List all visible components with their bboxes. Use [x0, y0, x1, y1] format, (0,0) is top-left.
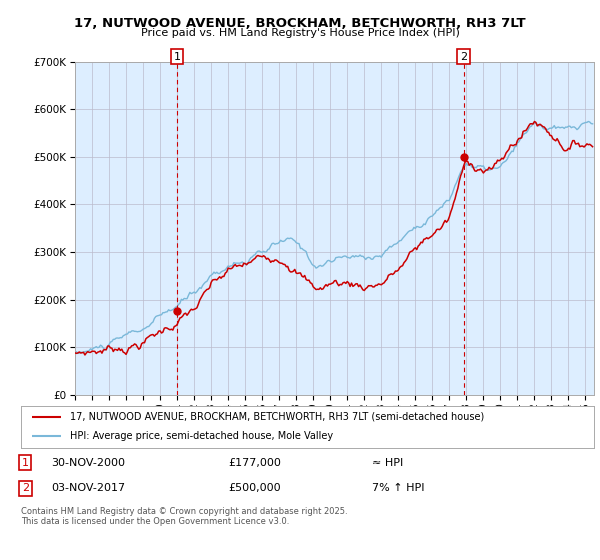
- Text: 1: 1: [173, 52, 181, 62]
- Text: HPI: Average price, semi-detached house, Mole Valley: HPI: Average price, semi-detached house,…: [70, 431, 333, 441]
- Text: 03-NOV-2017: 03-NOV-2017: [51, 483, 125, 493]
- Text: 7% ↑ HPI: 7% ↑ HPI: [372, 483, 425, 493]
- Text: 17, NUTWOOD AVENUE, BROCKHAM, BETCHWORTH, RH3 7LT: 17, NUTWOOD AVENUE, BROCKHAM, BETCHWORTH…: [74, 17, 526, 30]
- Text: 2: 2: [22, 483, 29, 493]
- Text: Price paid vs. HM Land Registry's House Price Index (HPI): Price paid vs. HM Land Registry's House …: [140, 28, 460, 38]
- Text: £500,000: £500,000: [228, 483, 281, 493]
- Text: 30-NOV-2000: 30-NOV-2000: [51, 458, 125, 468]
- Text: 2: 2: [460, 52, 467, 62]
- Text: 1: 1: [22, 458, 29, 468]
- Text: ≈ HPI: ≈ HPI: [372, 458, 403, 468]
- Text: £177,000: £177,000: [228, 458, 281, 468]
- Text: 17, NUTWOOD AVENUE, BROCKHAM, BETCHWORTH, RH3 7LT (semi-detached house): 17, NUTWOOD AVENUE, BROCKHAM, BETCHWORTH…: [70, 412, 484, 422]
- Text: Contains HM Land Registry data © Crown copyright and database right 2025.
This d: Contains HM Land Registry data © Crown c…: [21, 507, 347, 526]
